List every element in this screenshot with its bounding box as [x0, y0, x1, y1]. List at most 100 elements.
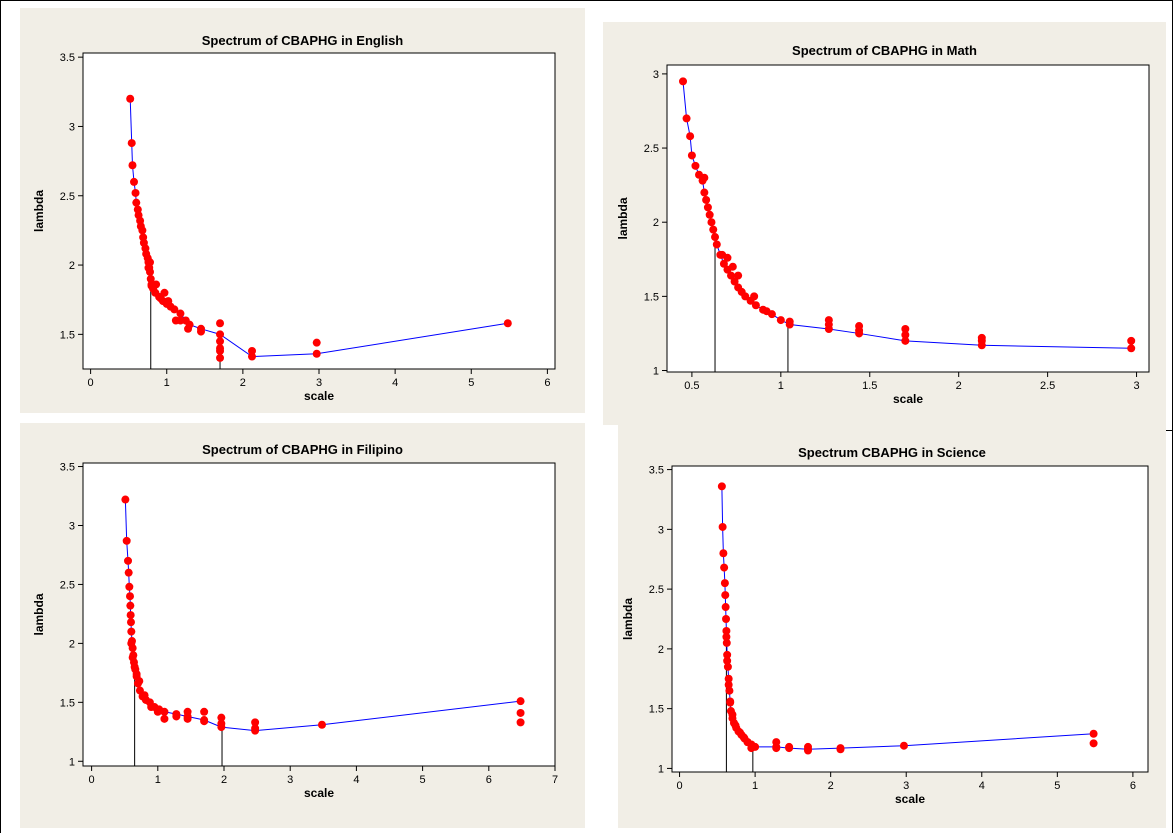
data-point: [248, 352, 257, 361]
data-point: [216, 337, 225, 346]
data-point: [170, 305, 179, 314]
data-point: [1127, 344, 1136, 353]
x-tick-label: 0.5: [684, 380, 699, 392]
data-point: [185, 320, 194, 329]
data-point: [724, 674, 733, 683]
data-point: [160, 707, 169, 716]
data-point: [719, 549, 728, 558]
data-point: [1089, 739, 1098, 748]
data-point: [125, 582, 134, 591]
data-point: [216, 330, 225, 339]
data-point: [723, 656, 732, 665]
data-point: [131, 188, 140, 197]
y-tick-label: 3: [69, 121, 75, 133]
data-point: [785, 320, 794, 329]
data-point: [718, 522, 727, 531]
y-tick-label: 1.5: [60, 329, 75, 341]
data-point: [679, 77, 688, 86]
data-point: [723, 662, 732, 671]
x-tick-label: 2: [221, 774, 227, 786]
data-point: [695, 170, 704, 179]
x-tick-label: 3: [287, 774, 293, 786]
x-tick-label: 4: [353, 774, 359, 786]
x-tick-label: 1.5: [862, 380, 877, 392]
data-point: [682, 114, 691, 123]
data-point: [127, 139, 136, 148]
data-point: [126, 94, 135, 103]
data-point: [722, 632, 731, 641]
data-point: [722, 615, 731, 623]
data-point: [516, 708, 525, 717]
chart-title: Spectrum of CBAPHG in Filipino: [202, 442, 403, 457]
x-tick-label: 6: [1130, 780, 1136, 792]
data-point: [804, 745, 812, 754]
x-tick-label: 5: [468, 377, 474, 389]
data-point: [712, 240, 721, 249]
divider-tick: [1166, 430, 1173, 431]
data-point: [901, 336, 910, 345]
y-tick-label: 3: [69, 520, 75, 532]
data-point: [129, 658, 138, 667]
data-point: [707, 218, 716, 227]
data-point: [160, 714, 169, 723]
chart-panel-filipino: Spectrum of CBAPHG in Filipino 0 1 2 3 4 5 6 7 1…: [20, 423, 585, 828]
y-tick-label: 3: [658, 524, 664, 536]
y-tick-label: 3: [653, 69, 659, 81]
data-point: [776, 316, 785, 325]
x-tick-label: 1: [164, 377, 170, 389]
plot-area: [82, 462, 556, 767]
data-point: [132, 672, 141, 681]
data-point: [126, 618, 135, 627]
data-point: [131, 665, 140, 674]
data-point: [901, 324, 910, 333]
data-point: [138, 226, 147, 235]
x-tick-label: 3: [1133, 380, 1139, 392]
data-point: [700, 188, 709, 197]
y-tick-label: 1.5: [60, 697, 75, 709]
x-axis-label: scale: [893, 392, 923, 406]
data-point: [702, 195, 711, 204]
frame-top-border: [0, 0, 1173, 1]
data-point: [723, 253, 732, 262]
data-point: [172, 710, 181, 719]
x-tick-label: 2: [240, 377, 246, 389]
data-point: [126, 601, 135, 610]
x-tick-label: 5: [1054, 780, 1060, 792]
y-axis-label: lambda: [616, 197, 630, 239]
data-point: [312, 338, 321, 347]
data-point: [503, 319, 512, 328]
data-point: [127, 637, 136, 646]
data-point: [727, 271, 736, 280]
x-tick-label: 4: [979, 780, 985, 792]
data-point: [767, 310, 776, 319]
data-point: [1089, 729, 1098, 738]
x-tick-label: 0: [676, 780, 682, 792]
data-point: [127, 627, 136, 636]
data-point: [128, 161, 137, 170]
data-point: [216, 353, 225, 362]
data-point: [124, 568, 133, 577]
data-point: [698, 176, 707, 185]
x-tick-label: 2.5: [1040, 380, 1055, 392]
data-point: [751, 301, 760, 310]
chart-plot-filipino: 0 1 2 3 4 5 6 7 1 1.5 2 2.5 3 3.5 scale lambda: [32, 462, 558, 800]
data-point: [721, 603, 730, 612]
y-tick-label: 1: [69, 756, 75, 768]
data-point: [176, 309, 185, 318]
data-point: [126, 611, 135, 620]
data-point: [200, 707, 209, 716]
data-point: [720, 579, 729, 588]
x-tick-label: 4: [392, 377, 398, 389]
y-tick-label: 2: [658, 644, 664, 656]
data-point: [899, 741, 908, 750]
data-point: [785, 744, 794, 753]
chart-title: Spectrum of CBAPHG in English: [201, 33, 404, 48]
chart-panel-english: Spectrum of CBAPHG in English 0 1 2 3 4 5 6 1.5…: [20, 8, 585, 413]
y-tick-label: 2: [69, 638, 75, 650]
data-point: [687, 151, 696, 160]
y-tick-label: 1.5: [649, 704, 664, 716]
x-tick-label: 1: [155, 774, 161, 786]
data-point: [217, 723, 226, 732]
data-point: [746, 296, 755, 305]
y-tick-label: 2: [69, 260, 75, 272]
